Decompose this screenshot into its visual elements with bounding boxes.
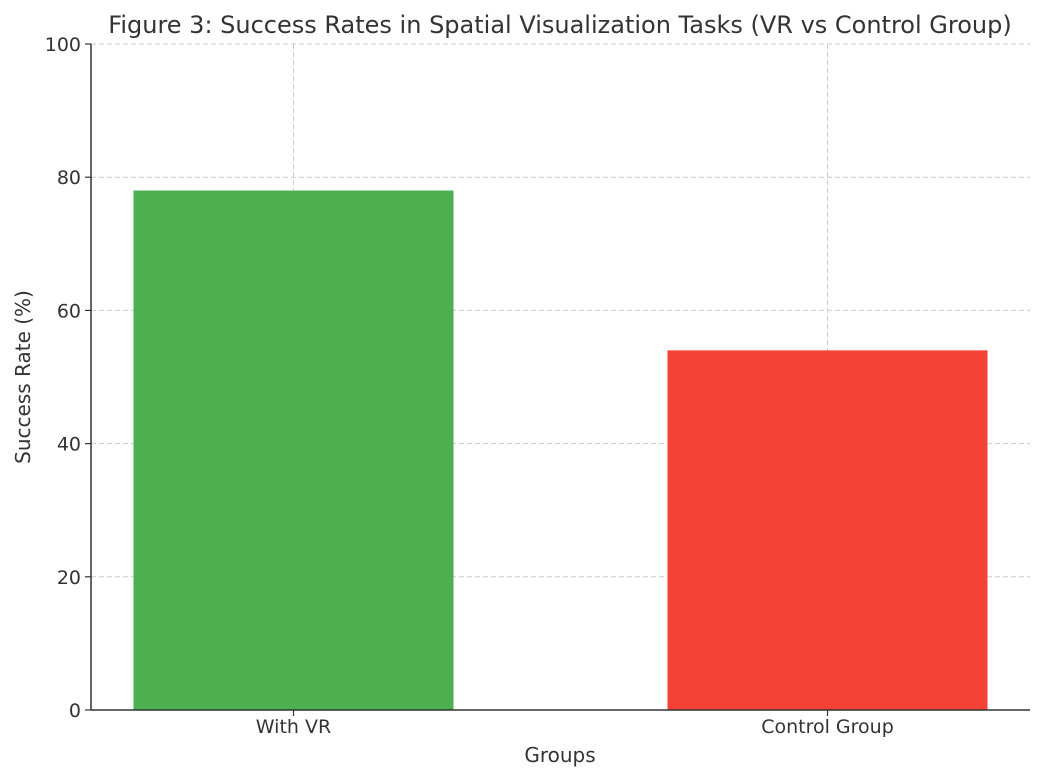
x-tick-label: With VR	[256, 716, 331, 738]
bar	[667, 350, 988, 710]
y-tick-label: 40	[57, 434, 81, 456]
x-axis-ticks: With VR Control Group	[256, 710, 894, 738]
y-tick-label: 20	[57, 567, 81, 589]
y-tick-label: 100	[45, 34, 81, 56]
y-tick-label: 0	[69, 700, 81, 722]
y-tick-label: 80	[57, 167, 81, 189]
y-axis-label: Success Rate (%)	[11, 290, 35, 464]
y-tick-label: 60	[57, 300, 81, 322]
chart-title: Figure 3: Success Rates in Spatial Visua…	[108, 11, 1011, 39]
x-axis-label: Groups	[524, 743, 595, 767]
bars	[133, 190, 988, 710]
y-axis-ticks: 0 20 40 60 80 100	[45, 34, 91, 722]
x-tick-label: Control Group	[761, 716, 894, 738]
bar	[133, 190, 454, 710]
